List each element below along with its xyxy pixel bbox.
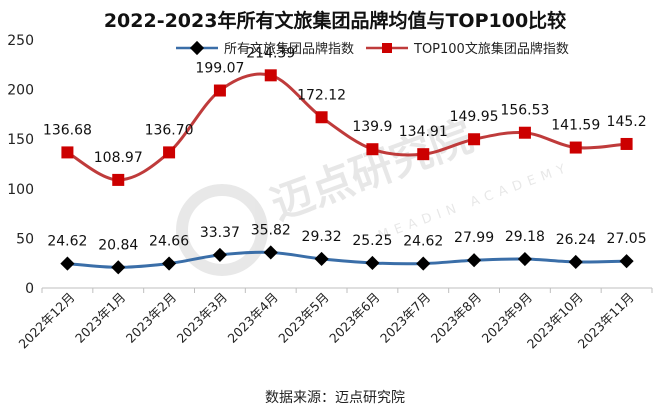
data-point-top100 bbox=[417, 148, 430, 161]
data-point-top100 bbox=[569, 141, 582, 154]
data-label: 139.9 bbox=[352, 119, 392, 135]
legend-marker-all bbox=[189, 40, 205, 56]
x-tick-label: 2023年2月 bbox=[123, 290, 179, 346]
data-point-all bbox=[111, 260, 126, 275]
data-point-all bbox=[212, 247, 227, 262]
x-tick-label: 2023年5月 bbox=[275, 290, 331, 346]
data-point-top100 bbox=[366, 143, 379, 156]
x-tick-label: 2023年3月 bbox=[174, 290, 230, 346]
data-label: 136.68 bbox=[43, 122, 92, 138]
data-point-all bbox=[416, 256, 431, 271]
x-tick-label: 2023年1月 bbox=[72, 290, 128, 346]
legend-label-top100: TOP100文旅集团品牌指数 bbox=[413, 41, 569, 57]
data-label: 27.99 bbox=[454, 230, 494, 246]
data-label: 145.2 bbox=[607, 114, 647, 130]
data-label: 141.59 bbox=[551, 118, 600, 134]
data-label: 149.95 bbox=[450, 109, 499, 125]
data-point-top100 bbox=[112, 173, 125, 186]
x-tick-label: 2023年6月 bbox=[326, 290, 382, 346]
data-label: 199.07 bbox=[195, 61, 244, 77]
y-tick-label: 100 bbox=[7, 182, 34, 198]
data-label: 108.97 bbox=[94, 150, 143, 166]
x-tick-label: 2023年8月 bbox=[428, 290, 484, 346]
data-point-all bbox=[162, 256, 177, 271]
data-point-all bbox=[517, 251, 532, 267]
data-label: 156.53 bbox=[500, 103, 549, 119]
data-label: 29.32 bbox=[302, 229, 342, 245]
data-point-all bbox=[619, 254, 634, 269]
legend: 所有文旅集团品牌指数 TOP100文旅集团品牌指数 bbox=[176, 40, 569, 57]
data-label: 25.25 bbox=[352, 233, 392, 249]
data-label: 27.05 bbox=[607, 231, 647, 247]
data-label: 172.12 bbox=[297, 87, 346, 103]
data-point-top100 bbox=[163, 146, 176, 159]
legend-label-all: 所有文旅集团品牌指数 bbox=[224, 41, 354, 57]
x-tick-label: 2022年12月 bbox=[16, 290, 78, 352]
data-label: 24.62 bbox=[47, 234, 87, 250]
data-label: 33.37 bbox=[200, 225, 240, 241]
watermark-logo bbox=[176, 184, 268, 276]
data-label: 136.70 bbox=[145, 122, 194, 138]
x-tick-label: 2023年4月 bbox=[224, 290, 280, 346]
data-point-top100 bbox=[61, 146, 74, 159]
y-tick-label: 50 bbox=[16, 231, 34, 247]
data-point-all bbox=[365, 255, 380, 271]
data-point-top100 bbox=[315, 111, 328, 124]
data-label: 134.91 bbox=[399, 124, 448, 140]
data-point-top100 bbox=[213, 84, 226, 97]
y-tick-label: 0 bbox=[25, 281, 34, 297]
y-tick-label: 250 bbox=[7, 33, 34, 49]
y-tick-label: 200 bbox=[7, 83, 34, 99]
y-tick-label: 150 bbox=[7, 132, 34, 148]
data-point-all bbox=[314, 251, 329, 266]
data-label: 26.24 bbox=[556, 232, 596, 248]
data-point-all bbox=[568, 254, 583, 270]
chart-title: 2022-2023年所有文旅集团品牌均值与TOP100比较 bbox=[104, 9, 566, 32]
data-point-top100 bbox=[264, 69, 277, 82]
source-note: 数据来源：迈点研究院 bbox=[265, 390, 405, 406]
data-point-top100 bbox=[620, 137, 633, 150]
data-point-all bbox=[60, 256, 75, 271]
series-line-all bbox=[67, 250, 627, 269]
data-label: 24.62 bbox=[403, 234, 443, 250]
x-tick-label: 2023年7月 bbox=[377, 290, 433, 346]
data-point-top100 bbox=[518, 126, 531, 139]
data-label: 29.18 bbox=[505, 229, 545, 245]
data-point-top100 bbox=[468, 133, 481, 146]
data-label: 214.39 bbox=[246, 45, 295, 61]
legend-marker-top100 bbox=[382, 43, 392, 53]
data-label: 35.82 bbox=[251, 222, 291, 238]
data-point-all bbox=[263, 245, 278, 260]
data-label: 20.84 bbox=[98, 237, 138, 253]
data-point-all bbox=[467, 253, 482, 268]
data-label: 24.66 bbox=[149, 234, 189, 250]
